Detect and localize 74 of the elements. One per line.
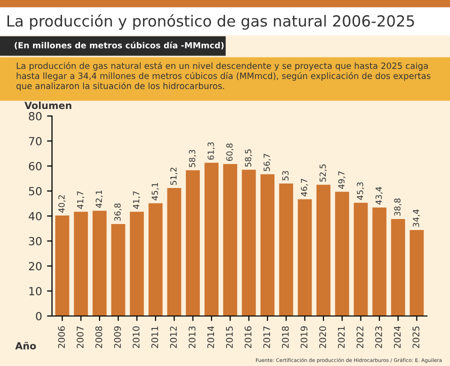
x-tick-label: 2007 — [76, 326, 84, 348]
data-label: 36,8 — [114, 204, 122, 221]
x-tick-label: 2013 — [188, 326, 196, 348]
data-label: 45,1 — [152, 182, 159, 200]
data-label: 61,3 — [208, 142, 215, 160]
data-label: 42,1 — [96, 190, 103, 208]
data-label: 51,2 — [170, 168, 178, 185]
data-label: 41,7 — [77, 191, 84, 209]
y-tick-label: 70 — [29, 136, 42, 146]
x-tick-label: 2015 — [226, 326, 233, 348]
x-tick-label: 2024 — [394, 326, 401, 348]
bar — [410, 230, 424, 316]
x-tick-label: 2008 — [95, 326, 102, 348]
bar — [335, 192, 350, 316]
bar — [186, 170, 200, 316]
data-label: 38,8 — [394, 198, 402, 216]
bar — [372, 208, 386, 316]
y-axis-title: Volumen — [24, 102, 72, 110]
chart-title: La producción y pronóstico de gas natural 2006-2025 — [8, 14, 414, 30]
y-tick-label: 20 — [28, 262, 42, 270]
x-tick-label: 2012 — [170, 326, 177, 348]
data-label: 34,4 — [412, 209, 420, 227]
data-label: 41,7 — [133, 191, 140, 209]
data-label: 56,7 — [264, 154, 271, 172]
bar — [111, 224, 126, 316]
y-tick-label: 10 — [29, 286, 42, 296]
x-tick-label: 2009 — [114, 326, 121, 348]
x-tick-label: 2023 — [375, 326, 382, 348]
x-tick-label: 2025 — [412, 326, 420, 348]
x-axis-title: Año — [15, 342, 36, 350]
data-label: 43,4 — [376, 186, 383, 205]
x-tick-label: 2022 — [356, 326, 364, 348]
x-tick-label: 2006 — [58, 326, 65, 348]
data-label: 53 — [282, 171, 289, 180]
x-tick-label: 2019 — [300, 326, 308, 348]
bar — [354, 202, 368, 316]
data-label: 46,7 — [300, 178, 308, 196]
bar — [316, 184, 330, 316]
data-label: 58,3 — [188, 150, 196, 168]
x-tick-label: 2021 — [338, 326, 345, 348]
bar — [130, 212, 144, 316]
y-tick-label: 40 — [28, 212, 42, 220]
bar — [92, 210, 107, 316]
bar — [55, 216, 70, 316]
bar — [223, 164, 238, 316]
text: La producción de gas natural está en un nivel descendente y se proyecta que hasta 2025 caiga hasta llegar a 34,4 millones de metros cúbicos día (MMmcd), según explicación de dos expertas que analizaron la situación de los hidrocarburos. — [16, 62, 430, 91]
x-tick-label: 2018 — [282, 326, 289, 348]
y-tick-label: 30 — [28, 236, 42, 246]
x-tick-label: 2017 — [263, 326, 270, 348]
y-tick-label: 60 — [28, 162, 42, 170]
bar — [279, 184, 294, 316]
data-label: 60,8 — [226, 144, 234, 161]
data-label: 52,5 — [320, 164, 327, 182]
data-label: 49,7 — [338, 171, 346, 189]
bar — [242, 170, 256, 316]
data-label: 40,2 — [58, 195, 66, 213]
bar — [167, 188, 182, 316]
bar — [298, 199, 312, 316]
x-tick-label: 2016 — [244, 326, 252, 348]
x-tick-label: 2010 — [132, 326, 140, 348]
chart-subtitle: (En millones de metros cúbicos día -MMmcd) — [14, 42, 224, 50]
bar — [74, 212, 88, 316]
data-label: 45,3 — [356, 182, 364, 200]
bar — [260, 174, 274, 316]
y-tick-label: 50 — [28, 186, 42, 196]
y-tick-label: 80 — [28, 112, 42, 120]
bar — [391, 219, 406, 316]
bar — [148, 203, 163, 316]
x-tick-label: 2014 — [207, 326, 214, 348]
data-label: 58,5 — [244, 149, 252, 167]
bar — [204, 162, 219, 316]
x-tick-label: 2011 — [151, 326, 158, 348]
y-tick-label: 0 — [36, 312, 42, 320]
x-tick-label: 2020 — [319, 326, 326, 348]
